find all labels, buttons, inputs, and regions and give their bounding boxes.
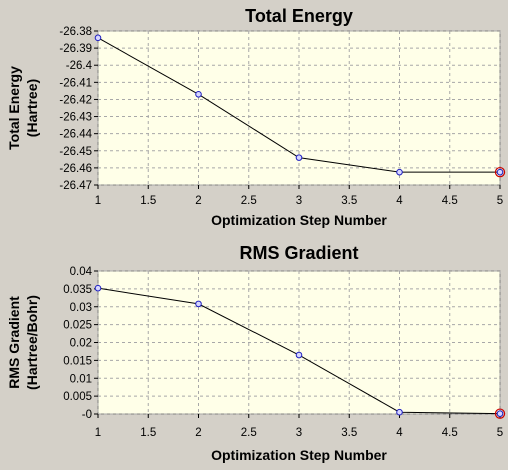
y-axis-label-units: (Hartree/Bohr) — [24, 295, 40, 390]
y-tick-label: 0.02 — [70, 338, 92, 350]
x-tick-label: 4.5 — [442, 195, 458, 207]
y-tick-label: -26.46 — [59, 163, 92, 175]
y-tick-label: -26.45 — [59, 146, 92, 158]
y-tick-label: -26.38 — [59, 26, 92, 38]
x-tick-label: 3 — [296, 195, 302, 207]
chart-title: RMS Gradient — [239, 243, 358, 263]
x-axis-label: Optimization Step Number — [211, 447, 387, 463]
chart-title: Total Energy — [245, 6, 353, 26]
data-point[interactable] — [94, 284, 102, 292]
y-tick-label: -0 — [82, 409, 92, 421]
x-tick-label: 4.5 — [442, 427, 458, 439]
selected-point-marker — [494, 166, 506, 178]
data-point[interactable] — [195, 300, 202, 308]
data-point[interactable] — [195, 91, 202, 98]
x-tick-label: 3.5 — [341, 427, 357, 439]
x-tick-label: 1.5 — [140, 195, 156, 207]
y-tick-label: 0.015 — [63, 355, 92, 367]
x-axis-label: Optimization Step Number — [211, 212, 387, 228]
data-point[interactable] — [396, 408, 403, 416]
data-point[interactable] — [295, 154, 303, 161]
x-tick-label: 1 — [95, 195, 101, 207]
y-tick-label: 0.03 — [70, 302, 92, 314]
x-tick-label: 5 — [497, 427, 503, 439]
data-point[interactable] — [295, 351, 303, 359]
chart-panel-2: 0.04 0.035 0.03 0.025 0.02 0.015 0.01 0.005 -01 1… — [6, 243, 506, 463]
x-tick-label: 2.5 — [241, 195, 257, 207]
y-tick-label: -26.44 — [59, 129, 92, 141]
y-tick-label: -26.39 — [59, 43, 92, 55]
data-point[interactable] — [496, 410, 504, 417]
x-tick-label: 4 — [396, 427, 403, 439]
y-tick-label: 0.01 — [70, 373, 92, 385]
y-tick-label: 0.025 — [63, 320, 92, 332]
data-point[interactable] — [94, 34, 102, 42]
plot-area — [97, 30, 501, 186]
x-tick-label: 5 — [497, 195, 503, 207]
y-axis-label: Total Energy — [6, 66, 22, 150]
x-tick-label: 2 — [195, 195, 201, 207]
data-point[interactable] — [396, 168, 403, 176]
x-tick-label: 1 — [95, 427, 101, 439]
chart-panel-1: -26.38 -26.39 -26.4 -26.41 -26.42 -26.43 -26.4… — [6, 6, 506, 228]
y-tick-label: 0.035 — [63, 284, 92, 296]
x-tick-label: 1.5 — [140, 427, 156, 439]
x-tick-label: 4 — [396, 195, 403, 207]
selected-point-marker — [494, 408, 506, 419]
y-axis-label-units: (Hartree) — [24, 79, 40, 137]
x-tick-label: 2.5 — [241, 427, 257, 439]
y-tick-label: 0.005 — [63, 391, 92, 403]
data-point[interactable] — [496, 168, 504, 176]
y-tick-label: 0.04 — [70, 266, 93, 278]
y-tick-label: -26.41 — [59, 77, 92, 89]
x-tick-label: 3.5 — [341, 195, 357, 207]
x-tick-label: 3 — [296, 427, 302, 439]
y-tick-label: -26.43 — [59, 112, 92, 124]
y-tick-label: -26.4 — [66, 60, 93, 72]
y-axis-label: RMS Gradient — [6, 296, 22, 389]
y-tick-label: -26.47 — [59, 180, 92, 192]
y-tick-label: -26.42 — [59, 94, 92, 106]
x-tick-label: 2 — [195, 427, 201, 439]
